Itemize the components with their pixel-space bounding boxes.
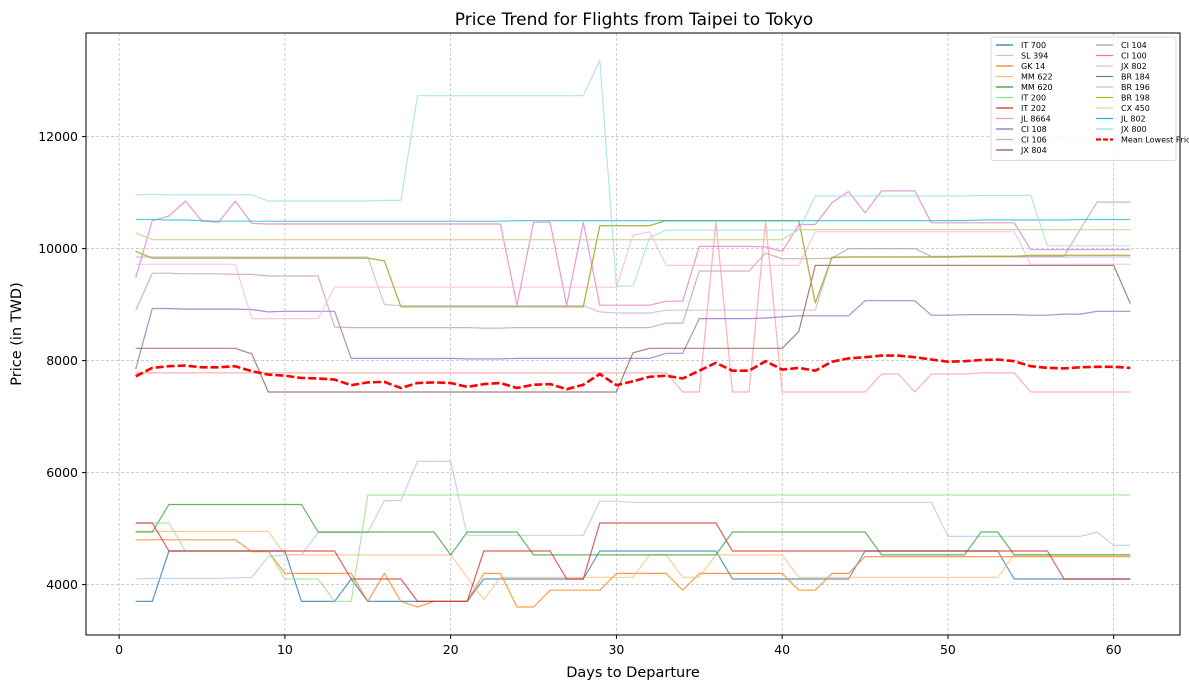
legend-label-mean-lowest-price: Mean Lowest Price (1121, 136, 1189, 145)
legend-label-sl-394: SL 394 (1021, 52, 1048, 61)
series-line-ci-100 (135, 190, 1131, 306)
x-axis-label: Days to Departure (566, 665, 700, 681)
series-line-mm-622 (135, 530, 1131, 601)
x-tick-label: 0 (115, 642, 123, 657)
legend-label-jl-802: JL 802 (1120, 115, 1146, 124)
x-tick-label: 50 (940, 642, 956, 657)
legend-label-jx-800: JX 800 (1120, 125, 1147, 134)
y-tick-label: 8000 (46, 353, 78, 368)
legend-label-ci-104: CI 104 (1121, 41, 1147, 50)
legend-label-ci-106: CI 106 (1021, 136, 1047, 145)
x-tick-label: 30 (608, 642, 624, 657)
y-axis-label: Price (in TWD) (9, 282, 25, 385)
legend-label-gk-14: GK 14 (1021, 62, 1045, 71)
chart-title: Price Trend for Flights from Taipei to T… (455, 10, 813, 30)
series-line-jx-800 (135, 59, 1131, 287)
axis-ticks: 0 10 20 30 40 50 60 4000 6000 8000 10000 12000 (38, 129, 1121, 657)
x-tick-label: 20 (443, 642, 459, 657)
legend-label-it-700: IT 700 (1021, 41, 1046, 50)
x-tick-label: 10 (277, 642, 293, 657)
legend-label-ci-100: CI 100 (1121, 52, 1147, 61)
series-line-jx-802 (135, 231, 1131, 320)
series-line-ci-108 (135, 300, 1131, 370)
series-line-mm-620 (135, 503, 1131, 556)
y-tick-label: 6000 (46, 465, 78, 480)
series-line-it-200 (135, 494, 1131, 603)
series-line-cx-450 (135, 229, 1131, 241)
y-tick-label: 10000 (38, 241, 78, 256)
series-line-mean-lowest-price (135, 354, 1131, 391)
legend-label-it-200: IT 200 (1021, 94, 1046, 103)
series-line-it-202 (135, 522, 1131, 603)
x-tick-label: 40 (774, 642, 790, 657)
legend-label-mm-620: MM 620 (1021, 83, 1053, 92)
legend-label-cx-450: CX 450 (1121, 104, 1150, 113)
series-line-jx-804 (135, 264, 1131, 393)
legend-label-jx-802: JX 802 (1120, 62, 1147, 71)
legend-label-jl-8664: JL 8664 (1020, 115, 1051, 124)
series-line-jl-8664 (135, 221, 1131, 393)
series-line-jl-802 (135, 218, 1131, 222)
series-lines (135, 59, 1131, 608)
legend-label-it-202: IT 202 (1021, 104, 1046, 113)
legend-label-br-196: BR 196 (1121, 83, 1150, 92)
legend-label-jx-804: JX 804 (1020, 146, 1047, 155)
legend-label-br-198: BR 198 (1121, 94, 1150, 103)
legend-label-br-184: BR 184 (1121, 73, 1150, 82)
x-tick-label: 60 (1106, 642, 1122, 657)
plot-frame (85, 32, 1181, 636)
legend-box (990, 36, 1177, 161)
y-tick-label: 4000 (46, 577, 78, 592)
series-line-br-198 (135, 220, 1131, 308)
legend-label-mm-622: MM 622 (1021, 73, 1053, 82)
y-tick-label: 12000 (38, 129, 78, 144)
series-line-gk-14 (135, 539, 1131, 608)
legend-label-ci-108: CI 108 (1021, 125, 1047, 134)
